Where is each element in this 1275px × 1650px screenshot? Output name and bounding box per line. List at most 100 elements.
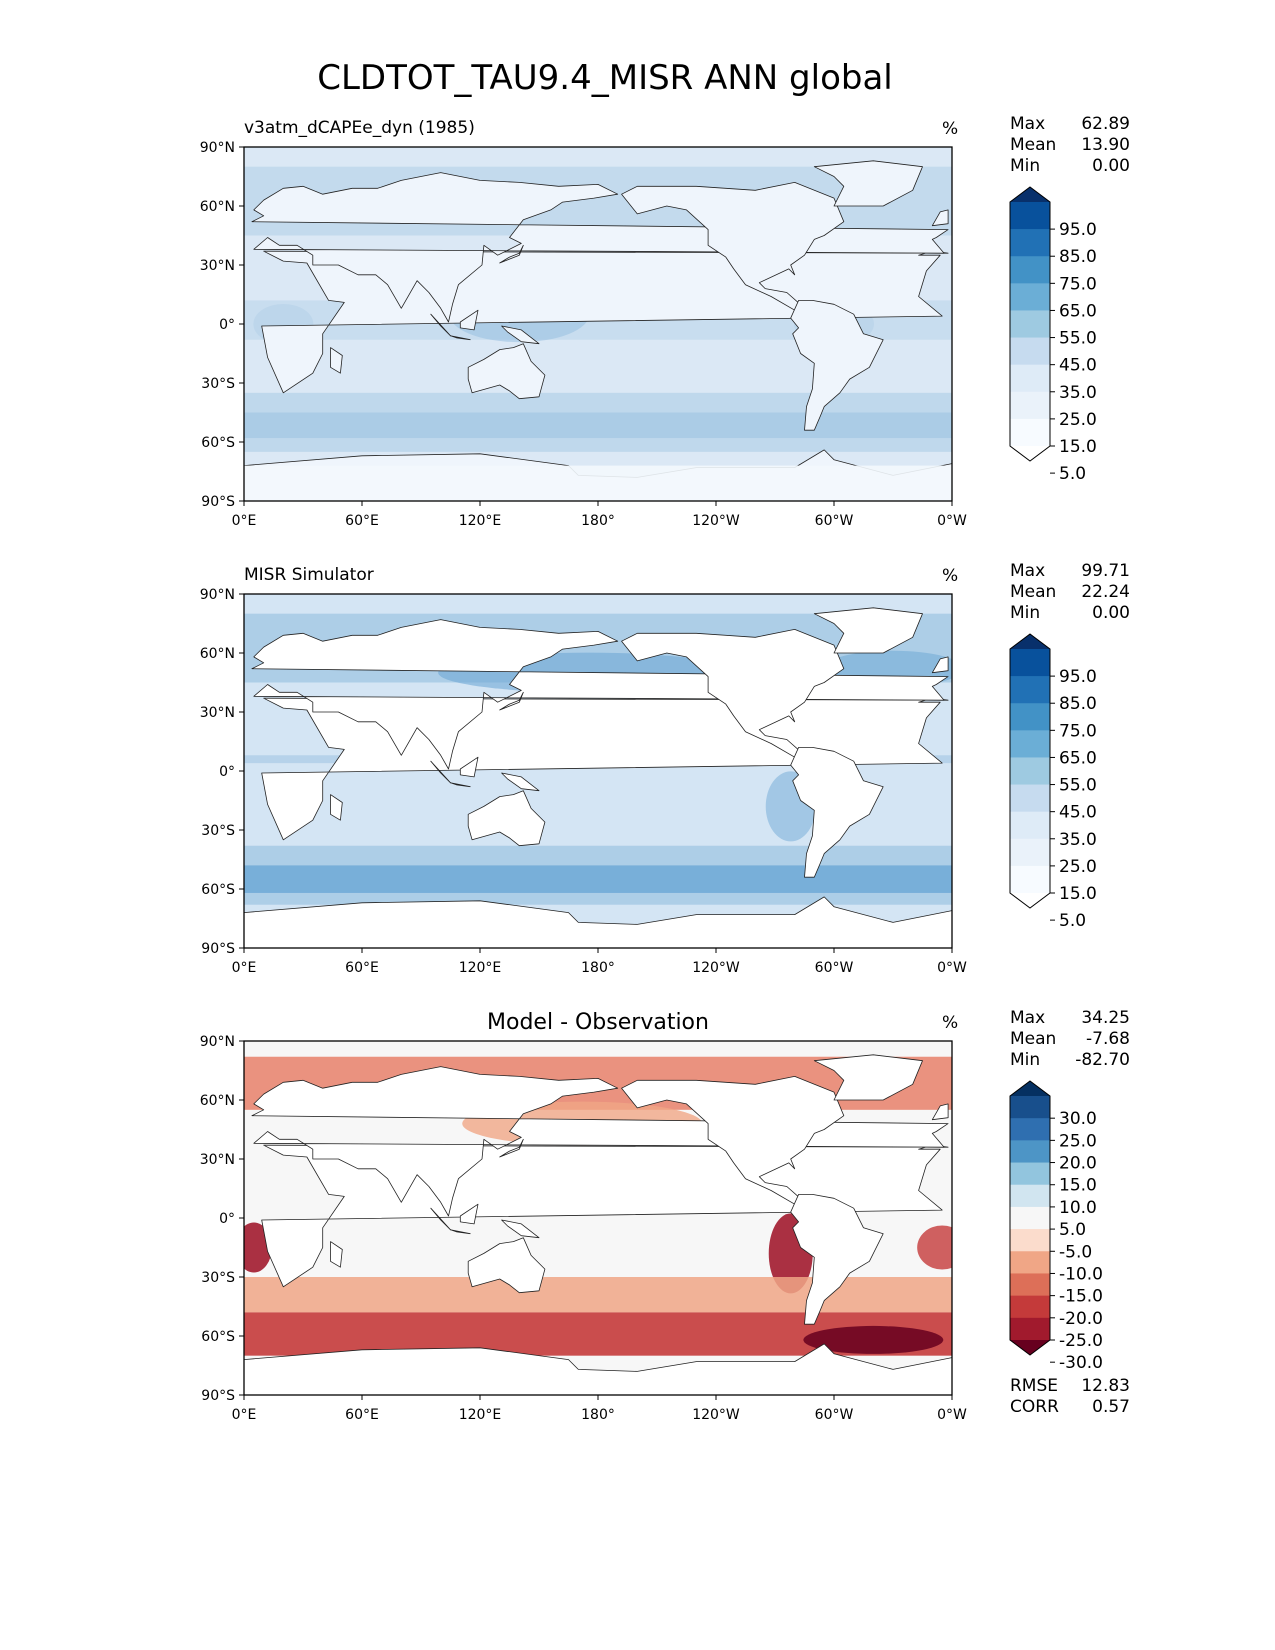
land-outline xyxy=(499,1138,524,1158)
y-tick-label: 30°N xyxy=(200,705,235,721)
land-outline xyxy=(790,1194,884,1325)
stat-label-max: Max xyxy=(1010,114,1045,134)
colorbar-segment xyxy=(1010,202,1050,230)
land-outline xyxy=(931,656,949,674)
colorbar-label: -10.0 xyxy=(1059,1264,1103,1284)
land-outline xyxy=(813,160,923,207)
colorbar-extend-bottom xyxy=(1010,893,1050,908)
y-tick-label: 90°S xyxy=(201,494,235,510)
land-outline xyxy=(430,313,451,337)
land-outline xyxy=(450,782,471,788)
stat-label-min: Min xyxy=(1010,1050,1040,1070)
cloud-band-southern-core xyxy=(244,865,952,893)
land-outline xyxy=(467,1237,546,1294)
stat-value-corr: 0.57 xyxy=(1092,1397,1130,1417)
colorbar-label: 45.0 xyxy=(1059,803,1097,823)
colorbar-label: 85.0 xyxy=(1059,694,1097,714)
colorbar-segment xyxy=(1010,811,1050,840)
colorbar-label: 5.0 xyxy=(1059,911,1086,931)
y-tick-label: 90°N xyxy=(200,1034,235,1050)
land-outline xyxy=(467,790,546,847)
land-outline xyxy=(330,347,343,374)
stat-label-max: Max xyxy=(1010,1008,1045,1028)
colorbar-label: -20.0 xyxy=(1059,1309,1103,1329)
colorbar-label: 65.0 xyxy=(1059,301,1097,321)
colorbar-segment xyxy=(1010,1118,1050,1141)
y-tick-label: 30°S xyxy=(201,376,235,392)
colorbar-segment xyxy=(1010,229,1050,257)
land-outline xyxy=(450,1229,471,1235)
colorbar-segment xyxy=(1010,838,1050,867)
stat-value-min: -82.70 xyxy=(1075,1050,1130,1070)
x-tick-label: 120°W xyxy=(692,960,740,976)
colorbar-segment xyxy=(1010,364,1050,393)
land-outline xyxy=(621,629,845,758)
y-tick-label: 60°N xyxy=(200,646,235,662)
land-outline xyxy=(931,1103,949,1121)
colorbar-label: 85.0 xyxy=(1059,247,1097,267)
x-tick-label: 0°E xyxy=(232,960,257,976)
colorbar-segment xyxy=(1010,256,1050,284)
stat-value-min: 0.00 xyxy=(1092,603,1130,623)
y-tick-label: 90°N xyxy=(200,140,235,156)
colorbar-segment xyxy=(1010,1140,1050,1164)
colorbar-label: 75.0 xyxy=(1059,274,1097,294)
land-outline xyxy=(251,172,949,323)
colorbar-label: 15.0 xyxy=(1059,437,1097,457)
land-outline xyxy=(430,760,451,784)
colorbar-segment xyxy=(1010,1273,1050,1297)
y-tick-label: 30°S xyxy=(201,1270,235,1286)
land-outline xyxy=(244,896,952,948)
colorbar-segment xyxy=(1010,1295,1050,1319)
land-outline xyxy=(813,607,923,654)
land-outline xyxy=(330,794,343,821)
y-tick-label: 60°S xyxy=(201,1329,235,1345)
land-outline xyxy=(251,619,949,770)
land-outline xyxy=(790,747,884,878)
x-tick-label: 60°E xyxy=(345,960,379,976)
colorbar-label: 55.0 xyxy=(1059,776,1097,796)
diff-blob-atlantic xyxy=(917,1225,952,1270)
stat-value-mean: -7.68 xyxy=(1086,1029,1130,1049)
colorbar-label: 45.0 xyxy=(1059,356,1097,376)
colorbar-extend-bottom xyxy=(1010,446,1050,461)
colorbar-segment xyxy=(1010,1251,1050,1274)
panel-title: MISR Simulator xyxy=(244,565,374,585)
panel-title: Model - Observation xyxy=(487,1010,709,1035)
colorbar-extend-top xyxy=(1010,187,1050,202)
x-tick-label: 0°E xyxy=(232,1407,257,1423)
colorbar-label: 95.0 xyxy=(1059,667,1097,687)
stat-label-min: Min xyxy=(1010,603,1040,623)
stat-value-rmse: 12.83 xyxy=(1081,1376,1130,1396)
y-tick-label: 90°S xyxy=(201,1388,235,1404)
colorbar-label: 15.0 xyxy=(1059,1176,1097,1196)
colorbar-segment xyxy=(1010,337,1050,366)
stat-label-mean: Mean xyxy=(1010,1029,1056,1049)
colorbar-segment xyxy=(1010,418,1050,447)
stat-label-max: Max xyxy=(1010,561,1045,581)
colorbar-extend-top xyxy=(1010,634,1050,649)
figure-title: CLDTOT_TAU9.4_MISR ANN global xyxy=(317,58,893,98)
x-tick-label: 120°E xyxy=(459,513,502,529)
colorbar-segment xyxy=(1010,676,1050,704)
colorbar-segment xyxy=(1010,703,1050,731)
colorbar-segment xyxy=(1010,757,1050,786)
colorbar-segment xyxy=(1010,1317,1050,1341)
colorbar-label: -30.0 xyxy=(1059,1353,1103,1373)
map-field xyxy=(244,1041,952,1395)
colorbar-segment xyxy=(1010,730,1050,758)
land-outline xyxy=(244,1343,952,1395)
colorbar-label: 15.0 xyxy=(1059,884,1097,904)
land-outline xyxy=(501,772,540,792)
panel-title: v3atm_dCAPEe_dyn (1985) xyxy=(244,118,475,138)
stat-label-rmse: RMSE xyxy=(1010,1376,1058,1396)
panel-1: v3atm_dCAPEe_dyn (1985) % 90°N 60°N 30°N 0° 30… xyxy=(200,114,1130,529)
units-label: % xyxy=(942,119,958,139)
diff-blob-south-atlantic xyxy=(803,1325,944,1354)
colorbar: 95.0 85.0 75.0 65.0 55.0 45.0 35.0 25.0 15.0 5.0 xyxy=(1009,633,1097,931)
y-tick-label: 0° xyxy=(219,1211,235,1227)
colorbar-label: 35.0 xyxy=(1059,383,1097,403)
x-tick-label: 0°E xyxy=(232,513,257,529)
map-field xyxy=(244,594,952,948)
land-outline xyxy=(621,182,845,311)
